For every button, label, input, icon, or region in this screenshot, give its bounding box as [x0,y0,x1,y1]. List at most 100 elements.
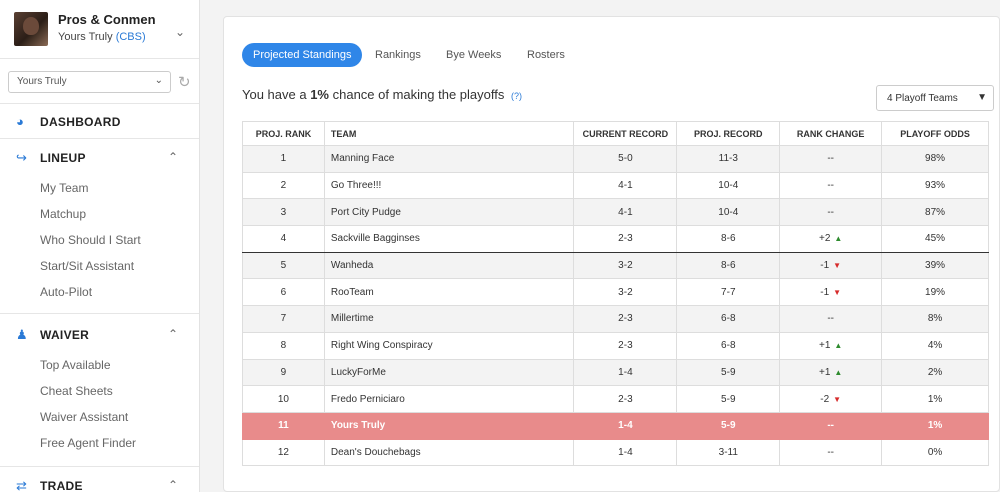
playoff-teams-value: 4 Playoff Teams [887,93,958,104]
nav-trade[interactable]: ⇄ TRADE ⌃ [0,474,199,492]
table-row: 1 Manning Face 5-0 11-3 -- 98% [242,145,989,173]
sidebar-item-top-available[interactable]: Top Available [40,358,111,372]
cell-rank: 7 [242,305,325,333]
summary-prefix: You have a [242,87,311,102]
cell-team-text: Sackville Bagginses [330,233,420,245]
cell-team: Right Wing Conspiracy [323,331,575,360]
cell-team-text: Fredo Perniciaro [330,393,405,405]
cell-team: Millertime [323,305,575,333]
cell-proj-record-text: 11-3 [718,153,738,165]
cell-rank-text: 1 [280,153,287,165]
standings-body: 1 Manning Face 5-0 11-3 -- 98% 2 Go Three!!! 4-1… [242,145,989,467]
cell-rank: 10 [242,385,325,413]
nav-dashboard[interactable]: ◕ DASHBOARD [0,110,199,134]
cell-playoff-odds: 98% [881,145,989,173]
table-header-row: PROJ. RANK TEAM CURRENT RECORD PROJ. REC… [242,121,989,146]
trade-icon: ⇄ [16,478,27,492]
cell-team: Port City Pudge [323,198,575,227]
cell-rank-change: -- [779,145,883,173]
divider [0,103,199,104]
cell-rank-text: 8 [280,340,287,352]
team-select[interactable]: Yours Truly ⌄ [8,71,171,93]
cell-current-record-text: 2-3 [618,393,633,405]
cell-proj-record: 6-8 [676,305,781,333]
cell-rank-text: 5 [280,260,287,272]
sidebar-item-cheat-sheets[interactable]: Cheat Sheets [40,384,113,398]
cell-team: Manning Face [323,145,575,173]
cell-current-record: 2-3 [573,331,678,360]
cell-team-text: Go Three!!! [330,180,382,192]
tab-rosters[interactable]: Rosters [527,49,565,61]
sidebar-item-free-agent-finder[interactable]: Free Agent Finder [40,436,137,450]
cell-current-record: 2-3 [573,385,678,413]
cell-current-record: 1-4 [573,358,678,387]
cell-proj-record: 5-9 [676,411,781,440]
cell-playoff-odds-text: 87% [925,206,946,218]
cell-rank: 2 [242,171,325,200]
cell-rank-text: 11 [278,420,289,432]
cell-rank: 12 [242,438,325,467]
cell-playoff-odds-text: 19% [925,286,946,298]
sidebar-item-auto-pilot[interactable]: Auto-Pilot [40,285,93,299]
playoff-chance-summary: You have a 1% chance of making the playo… [242,87,522,102]
cell-rank-change: -2 ▼ [779,385,883,413]
tab-rankings[interactable]: Rankings [375,49,421,61]
chevron-down-icon[interactable]: ⌄ [175,25,186,39]
cell-current-record: 2-3 [573,305,678,333]
triangle-up-icon: ▲ [834,234,843,244]
cell-rank-text: 10 [277,393,289,405]
chevron-down-icon: ⌄ [154,75,163,86]
divider [0,138,199,139]
cell-proj-record: 7-7 [676,278,781,307]
cell-team: Wanheda [323,251,575,280]
tab-bye-weeks[interactable]: Bye Weeks [446,49,502,61]
sidebar-item-matchup[interactable]: Matchup [40,207,87,221]
col-proj-record[interactable]: PROJ. RECORD [676,121,781,146]
sidebar-item-start-sit-assistant[interactable]: Start/Sit Assistant [40,259,135,273]
cell-proj-record-text: 10-4 [718,180,739,192]
league-switcher[interactable]: Pros & Conmen Yours Truly (CBS) ⌄ [0,0,199,58]
summary-suffix: chance of making the playoffs [329,87,505,102]
col-team[interactable]: TEAM [323,121,575,146]
cell-rank-change: -- [779,171,883,200]
playoff-teams-select[interactable]: 4 Playoff Teams ▼ [876,85,994,111]
cell-current-record-text: 3-2 [618,260,633,272]
triangle-down-icon: ▼ [833,261,842,271]
cell-rank-text: 3 [280,206,287,218]
cell-proj-record-text: 5-9 [721,366,736,378]
triangle-up-icon: ▲ [834,341,843,351]
refresh-icon[interactable]: ↻ [178,74,191,91]
nav-lineup[interactable]: ↪ LINEUP ⌃ [0,146,199,170]
summary-percent: 1% [310,87,329,102]
nav-waiver-label: WAIVER [40,328,90,342]
table-row: 9 LuckyForMe 1-4 5-9 +1 ▲ 2% [242,358,989,387]
cell-rank-text: 7 [280,313,287,325]
table-row: 4 Sackville Bagginses 2-3 8-6 +2 ▲ 45% [242,225,989,253]
col-rank-change[interactable]: RANK CHANGE [779,121,883,146]
cell-current-record: 1-4 [573,411,678,440]
col-playoff-odds[interactable]: PLAYOFF ODDS [881,121,989,146]
chevron-up-icon[interactable]: ⌃ [168,327,179,341]
sidebar-item-who-should-i-start[interactable]: Who Should I Start [40,233,141,247]
cell-current-record-text: 2-3 [618,233,633,245]
help-link[interactable]: (?) [511,91,522,101]
cell-rank-change-text: -- [827,420,834,432]
cell-rank-change-text: -2 [820,393,830,405]
chevron-up-icon[interactable]: ⌃ [168,478,179,492]
sidebar-item-my-team[interactable]: My Team [40,181,89,195]
cell-team-text: Wanheda [330,260,374,272]
cell-current-record: 5-0 [573,145,678,173]
tab-projected-standings[interactable]: Projected Standings [242,43,363,67]
cell-rank: 9 [242,358,325,387]
cell-proj-record-text: 10-4 [718,206,739,218]
col-current-record[interactable]: CURRENT RECORD [573,121,678,146]
cell-rank-change: -- [779,438,883,467]
cell-playoff-odds-text: 4% [927,340,943,352]
nav-waiver[interactable]: ♟ WAIVER ⌃ [0,323,199,347]
triangle-down-icon: ▼ [833,287,842,297]
chevron-up-icon[interactable]: ⌃ [168,150,179,164]
team-owner-name: Yours Truly [58,31,113,43]
sidebar-item-waiver-assistant[interactable]: Waiver Assistant [40,410,129,424]
cell-rank-text: 2 [280,180,287,192]
col-proj-rank[interactable]: PROJ. RANK [242,121,325,146]
